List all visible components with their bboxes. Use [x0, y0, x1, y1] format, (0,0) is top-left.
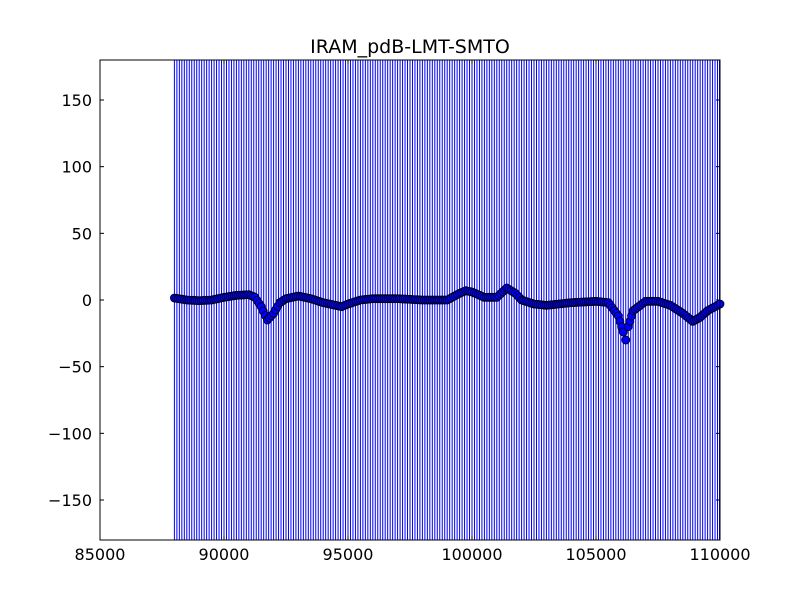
x-tick-label: 110000 — [689, 545, 750, 564]
x-tick-label: 100000 — [441, 545, 502, 564]
y-tick-label: 50 — [72, 224, 92, 243]
y-tick-label: −100 — [48, 424, 92, 443]
y-tick-label: −150 — [48, 491, 92, 510]
x-tick-label: 90000 — [199, 545, 250, 564]
x-tick-label: 85000 — [75, 545, 126, 564]
y-tick-label: 0 — [82, 291, 92, 310]
x-axis: 85000 90000 95000 100000 105000 110000 — [75, 60, 751, 564]
chart-title: IRAM_pdB-LMT-SMTO — [310, 36, 510, 58]
y-tick-label: −50 — [58, 358, 92, 377]
data-point — [618, 327, 628, 337]
x-tick-label: 95000 — [323, 545, 374, 564]
x-tick-label: 105000 — [565, 545, 626, 564]
y-tick-label: 100 — [61, 158, 92, 177]
data-point — [621, 335, 631, 345]
y-tick-label: 150 — [61, 91, 92, 110]
y-axis: 150 100 50 0 −50 −100 −150 — [48, 91, 720, 510]
data-points — [169, 283, 725, 345]
